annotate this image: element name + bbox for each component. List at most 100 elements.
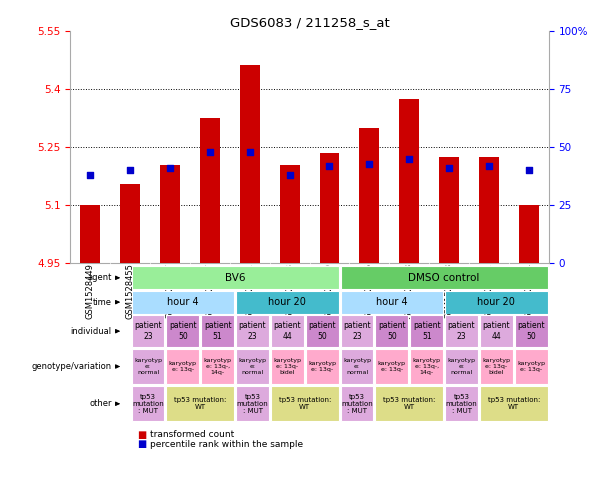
Text: karyotyp
e:
normal: karyotyp e: normal (238, 358, 267, 375)
Point (284, 171, 294, 179)
Bar (341, 315, 373, 347)
Bar (519, 205, 539, 263)
Bar (236, 349, 269, 384)
Bar (306, 349, 338, 384)
Text: BV6: BV6 (225, 273, 245, 283)
Text: patient
51: patient 51 (204, 322, 232, 341)
Bar (359, 128, 379, 263)
Text: GSM1528447: GSM1528447 (205, 263, 215, 319)
Bar (201, 315, 234, 347)
Bar (445, 291, 547, 313)
Text: GSM1528454: GSM1528454 (524, 263, 533, 319)
Bar (445, 386, 478, 422)
Bar (306, 315, 338, 347)
Bar (480, 349, 512, 384)
Bar (376, 349, 408, 384)
Point (125, 167, 135, 174)
Point (405, 155, 414, 163)
Text: karyotyp
e: 13q-: karyotyp e: 13q- (517, 361, 545, 372)
Text: patient
23: patient 23 (238, 322, 266, 341)
Text: tp53 mutation:
WT: tp53 mutation: WT (174, 398, 226, 410)
Text: transformed count: transformed count (150, 430, 234, 439)
Text: hour 4: hour 4 (376, 297, 408, 307)
Bar (410, 315, 443, 347)
Bar (479, 157, 499, 263)
Bar (480, 386, 547, 422)
Point (325, 162, 335, 170)
Text: tp53
mutation
: MUT: tp53 mutation : MUT (237, 394, 268, 414)
Point (166, 164, 175, 172)
Text: hour 20: hour 20 (478, 297, 516, 307)
Bar (236, 291, 338, 313)
Text: hour 20: hour 20 (268, 297, 306, 307)
Text: tp53 mutation:
WT: tp53 mutation: WT (278, 398, 331, 410)
Text: tp53
mutation
: MUT: tp53 mutation : MUT (446, 394, 478, 414)
Bar (132, 291, 234, 313)
Text: patient
44: patient 44 (482, 322, 510, 341)
Text: time: time (93, 298, 112, 307)
Bar (445, 349, 478, 384)
Point (364, 160, 374, 168)
Text: ■: ■ (137, 440, 146, 449)
Bar (341, 386, 373, 422)
Bar (120, 184, 140, 263)
Text: karyotyp
e: 13q-: karyotyp e: 13q- (169, 361, 197, 372)
Bar (132, 349, 164, 384)
Bar (236, 315, 269, 347)
Text: DMSO control: DMSO control (408, 273, 480, 283)
Bar (132, 315, 164, 347)
Bar (160, 165, 180, 263)
Text: GSM1528456: GSM1528456 (365, 263, 374, 319)
Bar (515, 349, 547, 384)
Text: patient
50: patient 50 (517, 322, 545, 341)
Text: hour 4: hour 4 (167, 297, 199, 307)
Text: tp53 mutation:
WT: tp53 mutation: WT (383, 398, 435, 410)
Point (444, 164, 454, 172)
Text: GSM1528451: GSM1528451 (245, 263, 254, 319)
Point (245, 148, 255, 156)
Text: ■: ■ (137, 430, 146, 440)
Bar (240, 65, 260, 263)
Bar (445, 315, 478, 347)
Bar (271, 315, 303, 347)
Text: karyotyp
e: 13q-,
14q-: karyotyp e: 13q-, 14q- (204, 358, 232, 375)
Text: genotype/variation: genotype/variation (31, 362, 112, 371)
Point (205, 148, 215, 156)
Text: GSM1528457: GSM1528457 (166, 263, 175, 319)
Text: patient
50: patient 50 (308, 322, 336, 341)
Bar (515, 315, 547, 347)
Bar (271, 349, 303, 384)
Bar (132, 267, 338, 289)
Text: tp53 mutation:
WT: tp53 mutation: WT (487, 398, 540, 410)
Bar (376, 315, 408, 347)
Text: patient
50: patient 50 (169, 322, 197, 341)
Text: karyotyp
e: 13q-,
14q-: karyotyp e: 13q-, 14q- (413, 358, 441, 375)
Bar (410, 349, 443, 384)
Bar (167, 315, 199, 347)
Text: percentile rank within the sample: percentile rank within the sample (150, 440, 303, 449)
Text: karyotyp
e: 13q-
bidel: karyotyp e: 13q- bidel (273, 358, 302, 375)
Text: GSM1528453: GSM1528453 (285, 263, 294, 319)
Bar (201, 349, 234, 384)
Text: other: other (89, 399, 112, 408)
Text: tp53
mutation
: MUT: tp53 mutation : MUT (341, 394, 373, 414)
Text: GSM1528448: GSM1528448 (444, 263, 454, 319)
Bar (376, 386, 443, 422)
Bar (439, 157, 459, 263)
Bar (319, 153, 340, 263)
Bar (167, 386, 234, 422)
Bar (236, 386, 269, 422)
Text: GSM1528458: GSM1528458 (405, 263, 414, 319)
Text: patient
23: patient 23 (447, 322, 475, 341)
Text: GSM1528452: GSM1528452 (484, 263, 493, 319)
Text: karyotyp
e: 13q-
bidel: karyotyp e: 13q- bidel (482, 358, 511, 375)
Bar (341, 349, 373, 384)
Text: patient
44: patient 44 (273, 322, 301, 341)
Text: patient
23: patient 23 (134, 322, 162, 341)
Text: patient
23: patient 23 (343, 322, 371, 341)
Text: karyotyp
e:
normal: karyotyp e: normal (134, 358, 162, 375)
Text: GSM1528455: GSM1528455 (126, 263, 135, 319)
Point (484, 162, 494, 170)
Text: GSM1528450: GSM1528450 (325, 263, 334, 319)
Bar (200, 118, 220, 263)
